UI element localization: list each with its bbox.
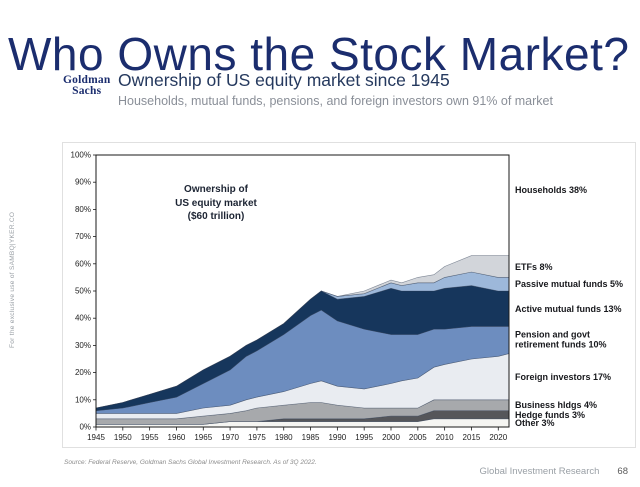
chart-card: 100% 90% 80% 70% 60% 50% 40% 30% 20% 10% 0% 1945 195… <box>62 142 636 448</box>
chart-subtitle: Households, mutual funds, pensions, and … <box>118 94 553 108</box>
x-tick-label: 1985 <box>302 433 320 442</box>
x-tick-label: 1980 <box>275 433 293 442</box>
chart-right-label: Other 3% <box>515 417 555 428</box>
chart-right-label: Passive mutual funds 5% <box>515 279 624 290</box>
footer-department: Global Investment Research <box>479 466 600 477</box>
source-note: Source: Federal Reserve, Goldman Sachs G… <box>64 459 317 466</box>
chart-right-label: Business hldgs 4% <box>515 400 598 411</box>
x-tick-label: 1965 <box>194 433 212 442</box>
y-tick-label: 10% <box>75 395 91 404</box>
x-tick-label: 1955 <box>141 433 159 442</box>
x-tick-label: 1970 <box>221 433 239 442</box>
chart-annotation: Ownership of US equity market ($60 trill… <box>175 184 257 222</box>
x-tick-label: 2015 <box>463 433 481 442</box>
watermark-text: For the exclusive use of SAMBQ|YKER.CO <box>9 211 16 348</box>
y-tick-label: 90% <box>75 178 91 187</box>
chart-title: Ownership of US equity market since 1945 <box>118 70 450 90</box>
chart-right-label: Households 38% <box>515 185 588 196</box>
y-tick-label: 100% <box>71 151 91 160</box>
x-tick-label: 1945 <box>87 433 105 442</box>
x-tick-label: 2020 <box>489 433 507 442</box>
x-tick-label: 1975 <box>248 433 266 442</box>
chart-right-label: ETFs 8% <box>515 261 553 272</box>
slide-title: Who Owns the Stock Market? <box>8 27 630 80</box>
chart-right-label: Hedge funds 3% <box>515 409 586 420</box>
y-tick-label: 40% <box>75 314 91 323</box>
y-tick-label: 80% <box>75 205 91 214</box>
goldman-sachs-logo: Goldman Sachs <box>63 75 110 96</box>
x-tick-label: 1950 <box>114 433 132 442</box>
y-tick-label: 50% <box>75 287 91 296</box>
page-number: 68 <box>617 466 628 477</box>
x-tick-label: 2010 <box>436 433 454 442</box>
x-tick-label: 1990 <box>328 433 346 442</box>
y-tick-label: 30% <box>75 341 91 350</box>
logo-line-1: Goldman <box>63 74 111 86</box>
chart-right-label: Active mutual funds 13% <box>515 303 622 314</box>
x-tick-label: 1960 <box>168 433 186 442</box>
x-tick-label: 2000 <box>382 433 400 442</box>
x-tick-label: 2005 <box>409 433 427 442</box>
y-tick-label: 20% <box>75 368 91 377</box>
x-tick-label: 1995 <box>355 433 373 442</box>
chart-right-label: Pension and govt retirement funds 10% <box>515 329 607 350</box>
chart-right-labels: Households 38% ETFs 8% Passive mutual fu… <box>515 143 635 447</box>
y-tick-label: 70% <box>75 232 91 241</box>
y-tick-label: 0% <box>79 423 91 432</box>
footer-right: Global Investment Research 68 <box>480 466 628 477</box>
logo-line-2: Sachs <box>72 84 102 97</box>
chart-right-label: Foreign investors 17% <box>515 371 612 382</box>
y-tick-label: 60% <box>75 259 91 268</box>
ownership-chart-svg: 100% 90% 80% 70% 60% 50% 40% 30% 20% 10% 0%1945 195… <box>71 151 510 442</box>
